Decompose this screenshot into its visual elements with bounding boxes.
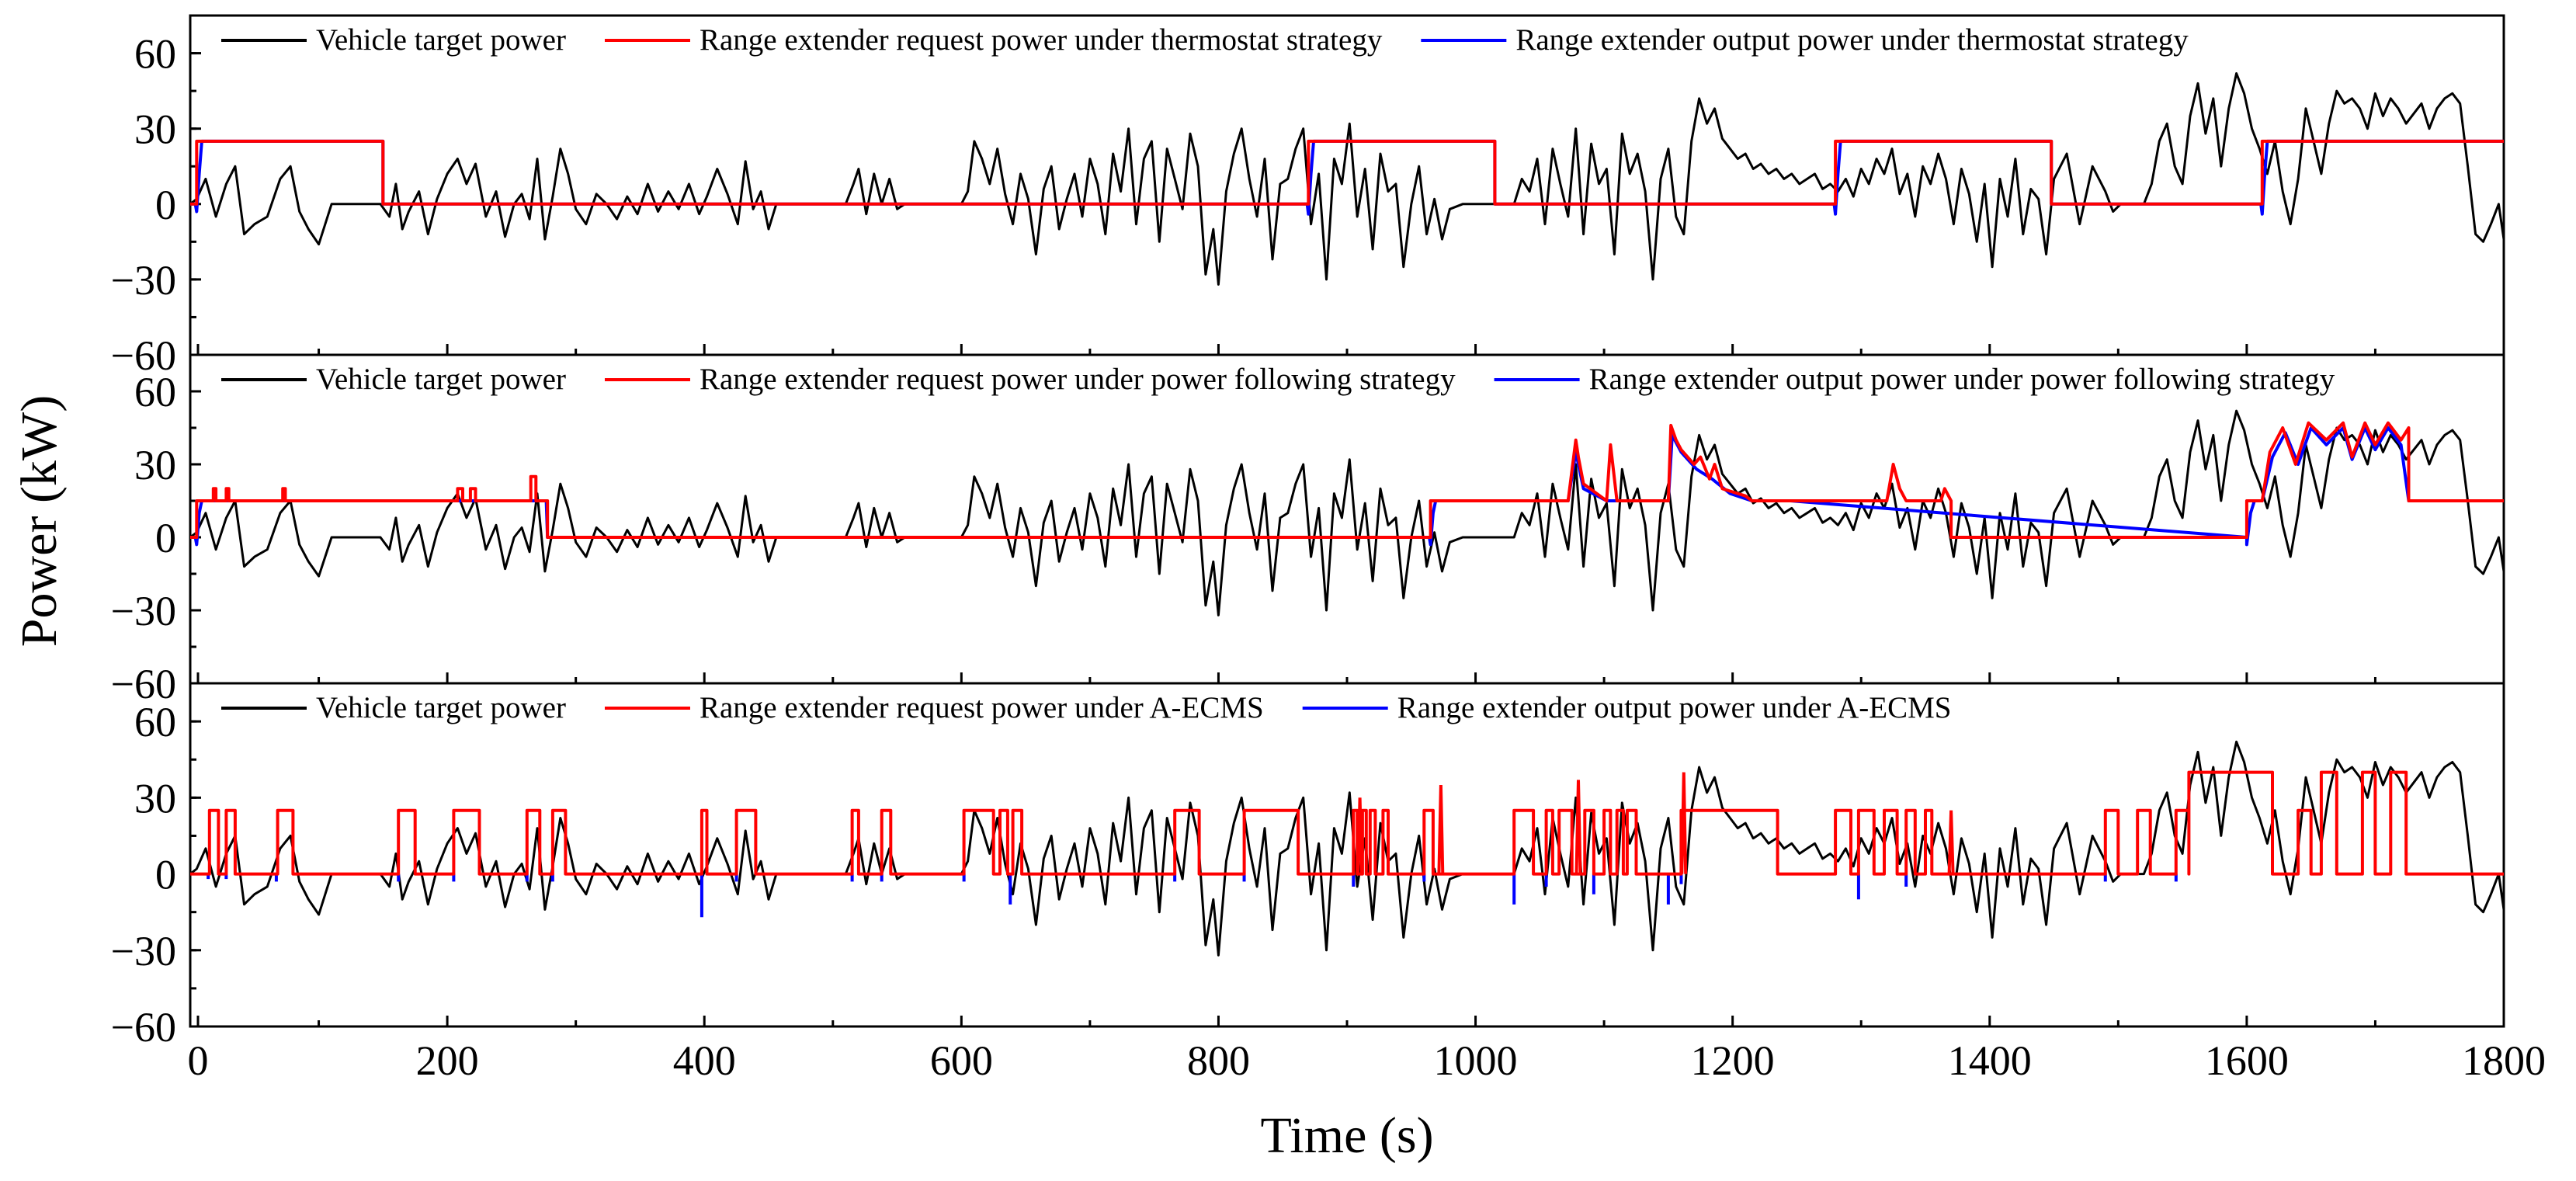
y-tick-label: −30 [111, 928, 176, 974]
legend-label: Range extender request power under power… [700, 363, 1456, 396]
x-tick-label: 1400 [1948, 1037, 2032, 1084]
x-tick-label: 1000 [1434, 1037, 1518, 1084]
y-axis-title: Power (kW) [11, 395, 68, 647]
y-tick-label: 0 [155, 182, 176, 228]
y-tick-label: 30 [134, 106, 176, 153]
legend-label: Range extender request power under A-ECM… [700, 691, 1264, 724]
legend-label: Range extender output power under power … [1589, 363, 2335, 396]
series-extender-request-spike [1437, 784, 1445, 874]
y-tick-label: −60 [111, 1004, 176, 1051]
series-vehicle-target-power [190, 72, 2504, 286]
panel-power-following: −60 −30 0 30 60 Vehicle target power Range ext… [111, 353, 2505, 707]
series-extender-request-spike [1947, 810, 1955, 874]
y-tick-label: 60 [134, 369, 176, 415]
legend-label: Range extender output power under thermo… [1515, 23, 2189, 57]
panel-frame [189, 682, 2505, 1028]
x-tick-label: 1800 [2462, 1037, 2546, 1084]
y-tick-label: 30 [134, 775, 176, 821]
legend-label: Range extender output power under A-ECMS [1397, 691, 1952, 724]
legend-label: Vehicle target power [316, 363, 566, 396]
y-tick-label: −30 [111, 588, 176, 634]
legend-label: Vehicle target power [316, 691, 566, 724]
series-extender-request-spike [1356, 797, 1363, 874]
series-extender-request-power [190, 139, 2504, 206]
panel-frame [189, 14, 2505, 356]
y-tick-label: 0 [155, 852, 176, 898]
y-tick-label: 0 [155, 515, 176, 561]
legend: Vehicle target power Range extender reque… [221, 23, 2189, 57]
series-extender-request-spike [1680, 772, 1688, 874]
y-tick-label: −60 [111, 332, 176, 379]
series-vehicle-target-power [190, 740, 2504, 957]
x-tick-label: 800 [1187, 1037, 1250, 1084]
y-tick-label: 60 [134, 31, 176, 78]
legend-label: Range extender request power under therm… [700, 23, 1383, 57]
legend-label: Vehicle target power [316, 23, 566, 57]
x-tick-label: 1600 [2205, 1037, 2289, 1084]
series-extender-request-power [190, 770, 2504, 876]
series-extender-request-spike [1574, 780, 1582, 874]
series-vehicle-target-power [190, 409, 2504, 617]
x-tick-label: 0 [188, 1037, 209, 1084]
plot-area [190, 72, 2504, 286]
x-tick-label: 400 [673, 1037, 736, 1084]
legend: Vehicle target power Range extender reque… [221, 691, 1951, 724]
y-tick-label: 30 [134, 442, 176, 488]
y-tick-label: −60 [111, 661, 176, 707]
plot-area [190, 740, 2504, 957]
panel-frame [189, 353, 2505, 685]
x-tick-label: 1200 [1691, 1037, 1775, 1084]
legend: Vehicle target power Range extender reque… [221, 363, 2335, 396]
plot-area [190, 409, 2504, 617]
series-extender-request-power [190, 421, 2504, 539]
panel-thermostat: −60 −30 0 30 60 Vehicle target power Range ext… [111, 14, 2505, 379]
x-tick-label: 200 [416, 1037, 479, 1084]
y-tick-label: −30 [111, 257, 176, 304]
panel-a-ecms: −60 −30 0 30 60 Vehicle target power Range ext… [111, 682, 2505, 1051]
y-tick-label: 60 [134, 699, 176, 745]
x-axis-title: Time (s) [1260, 1107, 1433, 1164]
x-tick-label: 600 [930, 1037, 993, 1084]
